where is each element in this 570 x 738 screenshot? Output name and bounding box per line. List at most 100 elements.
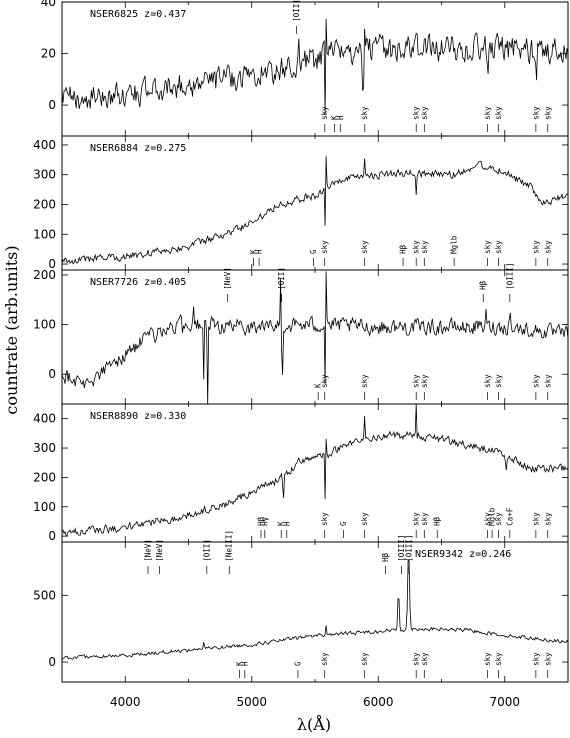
line-label: Hγ: [260, 516, 269, 526]
line-label: sky: [543, 374, 552, 388]
line-label: sky: [412, 512, 421, 526]
line-label: sky: [360, 512, 369, 526]
line-label: sky: [531, 374, 540, 388]
line-label: [OII]: [277, 267, 286, 290]
line-label: sky: [420, 512, 429, 526]
line-label: sky: [360, 106, 369, 120]
line-label: K: [249, 249, 258, 254]
spectrum-line: [62, 156, 568, 265]
line-label: sky: [360, 240, 369, 254]
line-label: Mglb: [488, 507, 497, 526]
y-axis-label: countrate (arb.units): [2, 245, 21, 414]
line-label: [NeV]: [144, 539, 153, 562]
line-label: K: [330, 115, 339, 120]
line-label: sky: [483, 652, 492, 666]
line-label: sky: [494, 240, 503, 254]
y-tick-label: 20: [41, 47, 56, 61]
line-label: [OII]: [202, 539, 211, 562]
line-label: sky: [320, 106, 329, 120]
line-label: K: [235, 661, 244, 666]
y-tick-label: 40: [41, 0, 56, 9]
x-tick-label: 4000: [110, 695, 141, 709]
y-tick-label: 100: [33, 318, 56, 332]
y-tick-label: 100: [33, 227, 56, 241]
y-tick-label: 300: [33, 168, 56, 182]
x-axis: 4000 5000 6000 7000: [110, 695, 520, 709]
line-label: H: [336, 115, 345, 120]
line-label: sky: [494, 374, 503, 388]
y-tick-label: 200: [33, 197, 56, 211]
x-tick-label: 6000: [363, 695, 394, 709]
panel-title: NSER8890 z=0.330: [90, 411, 186, 422]
spectrum-line: [62, 18, 568, 116]
y-tick-label: 100: [33, 500, 56, 514]
line-label: H: [255, 249, 264, 254]
line-label: [NeIII]: [225, 530, 234, 562]
line-label: sky: [320, 652, 329, 666]
x-axis-label: λ(Å): [297, 714, 331, 734]
y-tick-label: 300: [33, 441, 56, 455]
panel-title: NSER9342 z=0.246: [415, 549, 511, 560]
panel-title: NSER6825 z=0.437: [90, 9, 186, 20]
panel-title: NSER7726 z=0.405: [90, 277, 186, 288]
y-tick-label: 400: [33, 412, 56, 426]
line-label: G: [293, 661, 302, 666]
line-label: sky: [360, 652, 369, 666]
line-label: sky: [360, 374, 369, 388]
line-label: sky: [483, 240, 492, 254]
line-label: Hβ: [381, 552, 390, 562]
y-tick-label: 500: [33, 588, 56, 602]
line-label: Hβ: [257, 516, 266, 526]
line-label: [OII]: [292, 0, 301, 22]
line-label: Hβ: [433, 516, 442, 526]
line-label: sky: [483, 374, 492, 388]
panel-nser9342: 0 500 NSER9342 z=0.246 [NeV] [NeV] [OII] [NeII…: [33, 530, 569, 683]
line-label: sky: [320, 374, 329, 388]
panel-frame: [61, 1, 569, 137]
line-label: sky: [420, 374, 429, 388]
line-label: sky: [531, 240, 540, 254]
line-label: G: [339, 521, 348, 526]
y-tick-label: 0: [48, 529, 56, 543]
line-label: Hβ: [399, 244, 408, 254]
spectrum-line: [62, 559, 568, 660]
line-label: H: [240, 661, 249, 666]
line-label: sky: [531, 106, 540, 120]
panel-frame: [61, 541, 569, 683]
line-label: sky: [483, 512, 492, 526]
line-label: sky: [420, 240, 429, 254]
line-label: sky: [543, 106, 552, 120]
line-label: sky: [494, 106, 503, 120]
line-label: sky: [412, 374, 421, 388]
line-label: sky: [543, 512, 552, 526]
line-label: H: [282, 521, 291, 526]
line-label: sky: [320, 240, 329, 254]
x-tick-label: 7000: [489, 695, 520, 709]
y-tick-label: 0: [48, 98, 56, 112]
y-tick-label: 0: [48, 367, 56, 381]
line-label: [OIII]: [405, 535, 414, 562]
x-tick-label: 5000: [236, 695, 267, 709]
line-label: Mglb: [450, 235, 459, 254]
y-tick-label: 0: [48, 257, 56, 271]
line-label: sky: [543, 652, 552, 666]
spectrum-line: [62, 404, 568, 536]
line-label: Ca+F: [505, 507, 514, 526]
line-label: sky: [494, 512, 503, 526]
y-tick-label: 400: [33, 138, 56, 152]
y-tick-label: 200: [33, 470, 56, 484]
spectrum-line: [62, 271, 568, 404]
line-label: K: [277, 521, 286, 526]
line-label: sky: [320, 512, 329, 526]
line-label: sky: [420, 652, 429, 666]
line-label: sky: [412, 240, 421, 254]
line-label: sky: [483, 106, 492, 120]
y-tick-label: 0: [48, 655, 56, 669]
line-label: sky: [531, 512, 540, 526]
line-label: sky: [412, 106, 421, 120]
